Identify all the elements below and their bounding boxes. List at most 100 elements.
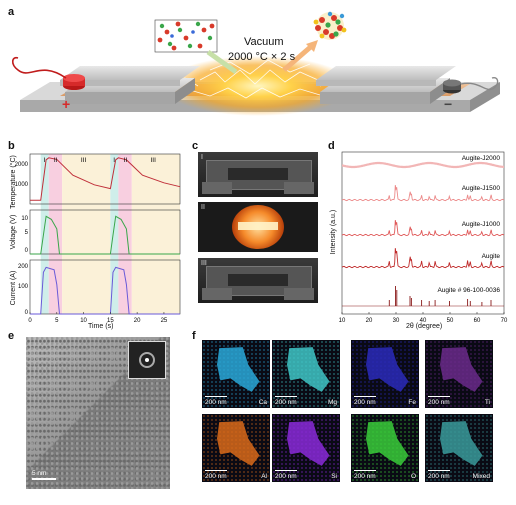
eds-map-al: 200 nm Al (202, 414, 270, 482)
panel-e-label: e (8, 330, 15, 342)
y-tick-label: 200 (18, 264, 29, 270)
scale-bar-line (354, 395, 376, 397)
element-label: Mixed (472, 473, 490, 480)
series-label: Augite (482, 253, 501, 260)
stage-shade-1 (48, 154, 63, 314)
y-tick-label: 10 (21, 216, 28, 222)
scale-bar-line (275, 395, 297, 397)
stage-1-label: I (201, 154, 203, 161)
stage-shade-5 (131, 154, 180, 314)
panel-d-label: d (328, 140, 335, 152)
stage-2-label: II (201, 204, 205, 211)
x-tick-label: 70 (501, 318, 508, 324)
element-label: Si (331, 473, 337, 480)
element-label: Mg (327, 399, 337, 406)
panel-a-schematic (11, 11, 500, 116)
xrd-pattern-0 (341, 161, 504, 169)
positive-terminal (11, 56, 85, 90)
sample-photo-stage-2: II (198, 202, 318, 252)
series-line-1 (30, 215, 180, 255)
arrow-in (206, 49, 238, 75)
voltage-axis-label: Voltage (V) (10, 214, 17, 250)
scale-bar-line (275, 469, 297, 471)
xrd-pattern-1 (341, 185, 505, 202)
stage-label: I (113, 157, 115, 164)
scale-bar-label: 200 nm (354, 399, 376, 406)
scale-bar-line (32, 478, 56, 480)
y-tick-label: 1000 (15, 182, 29, 188)
scale-bar-line (428, 395, 450, 397)
x-tick-label: 25 (161, 318, 168, 324)
eds-map-ca: 200 nm Ca (202, 340, 270, 408)
xrd-pattern-4 (388, 286, 492, 306)
series-label: Augite-J1000 (462, 221, 501, 228)
scale-bar-label: 200 nm (205, 473, 227, 480)
sample-photo-stage-3: III (198, 258, 318, 303)
scale-bar-label: 200 nm (275, 399, 297, 406)
minus-sign: − (444, 96, 453, 112)
eds-map-o: 200 nm O (351, 414, 419, 482)
time-axis-label: Time (s) (88, 323, 114, 330)
y-tick-label: 5 (25, 230, 29, 236)
panel-b-label: b (8, 140, 15, 152)
eds-map-mg: 200 nm Mg (272, 340, 340, 408)
x-tick-label: 50 (447, 318, 454, 324)
scale-bar-label: 200 nm (205, 399, 227, 406)
x-tick-label: 5 (55, 318, 59, 324)
x-tick-label: 15 (107, 318, 114, 324)
plus-sign: + (62, 96, 71, 112)
x-tick-label: 40 (420, 318, 427, 324)
xrd-pattern-3 (341, 248, 505, 269)
scale-bar-label: 200 nm (354, 473, 376, 480)
stage-shade-2 (62, 154, 111, 314)
eds-map-ti: 200 nm Ti (425, 340, 493, 408)
scale-bar-label: 200 nm (428, 473, 450, 480)
temperature-duration-label: 2000 °C × 2 s (228, 51, 296, 63)
arrow-out (282, 42, 316, 72)
y-tick-label: 0 (25, 248, 29, 254)
scale-bar-label: 5 nm (32, 470, 47, 477)
x-tick-label: 20 (366, 318, 373, 324)
stage-label: I (44, 157, 46, 164)
crystal-structure-icon (154, 19, 218, 53)
stage-3-label: III (201, 260, 207, 267)
x-tick-label: 30 (393, 318, 400, 324)
series-label: Augite # 96-100-0036 (437, 287, 500, 294)
element-label: Fe (408, 399, 416, 406)
stage-label: III (81, 157, 87, 164)
panel-a-label: a (8, 6, 15, 18)
x-tick-label: 10 (339, 318, 346, 324)
scale-bar-label: 200 nm (428, 399, 450, 406)
panel-d-chart: Augite-J2000 Augite-J1500 Augite-J1000 Augi… (339, 151, 508, 324)
scale-bar-line (428, 469, 450, 471)
stage-shade-0 (40, 154, 49, 314)
two-theta-axis-label: 2θ (degree) (406, 323, 443, 330)
series-label: Augite-J2000 (462, 155, 501, 162)
y-tick-label: 2000 (15, 162, 29, 168)
stage-shade-4 (118, 154, 132, 314)
joule-heating-glow (163, 56, 353, 116)
fft-inset (128, 341, 166, 379)
series-line-2 (30, 266, 180, 315)
eds-map-fe: 200 nm Fe (351, 340, 419, 408)
x-tick-label: 0 (28, 318, 32, 324)
panel-c-label: c (192, 140, 199, 152)
eds-map-si: 200 nm Si (272, 414, 340, 482)
element-label: Al (261, 473, 267, 480)
amorphous-cluster-icon (313, 11, 347, 40)
intensity-axis-label: Intensity (a.u.) (330, 209, 337, 255)
panel-f-label: f (192, 330, 196, 342)
stage-shade-3 (110, 154, 119, 314)
stage-label: III (151, 157, 157, 164)
scale-bar-line (205, 395, 227, 397)
vacuum-label: Vacuum (244, 36, 284, 48)
series-label: Augite-J1500 (462, 185, 501, 192)
y-tick-label: 100 (18, 284, 29, 290)
xrd-pattern-2 (341, 220, 505, 237)
scale-bar-label: 200 nm (275, 473, 297, 480)
y-tick-label: 0 (25, 310, 29, 316)
x-tick-label: 60 (474, 318, 481, 324)
element-label: Ca (258, 399, 267, 406)
stage-label: II (124, 157, 128, 164)
current-axis-label: Current (A) (10, 270, 17, 306)
